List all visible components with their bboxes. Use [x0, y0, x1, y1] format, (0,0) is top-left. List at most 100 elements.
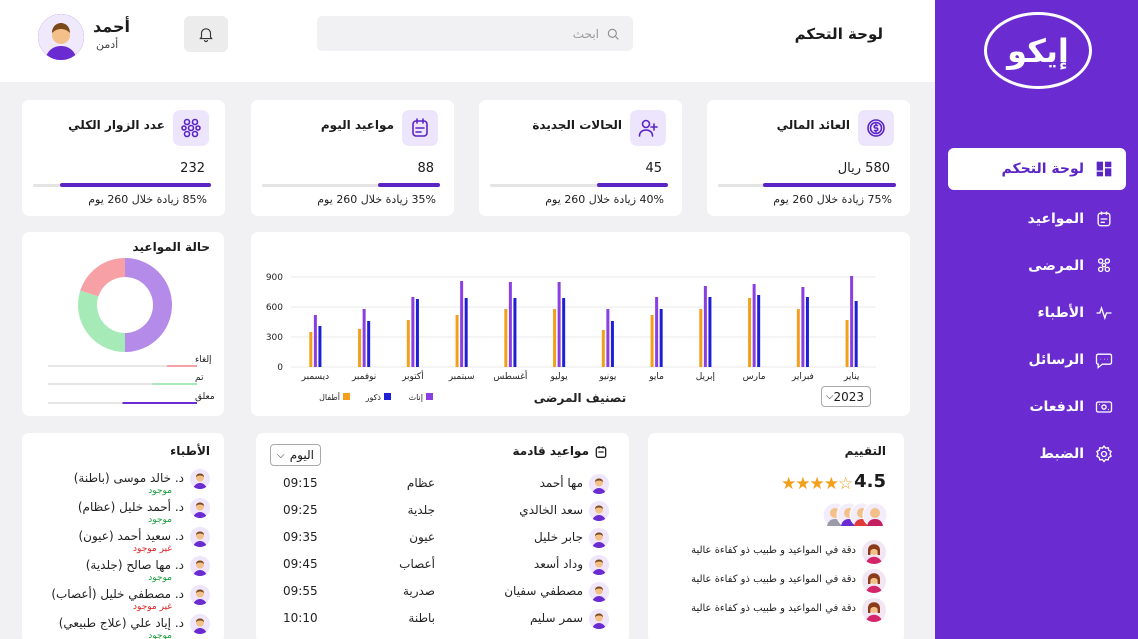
stat-progress: [262, 183, 440, 187]
bar-female: [655, 297, 659, 367]
patient-avatar: [589, 582, 609, 602]
doctor-name[interactable]: د. مصطفي خليل (أعصاب): [51, 587, 184, 601]
bar-female: [752, 284, 756, 367]
x-tick-label: مايو: [648, 372, 664, 382]
appointment-patient[interactable]: سمر سليم: [529, 611, 583, 625]
patient-avatar: [589, 555, 609, 575]
appointment-patient[interactable]: وداد أسعد: [533, 557, 583, 571]
appointment-patient[interactable]: جابر خليل: [534, 530, 583, 544]
sidebar-item-label: المواعيد: [1027, 211, 1084, 227]
chevron-down-icon: ⌵: [277, 449, 285, 461]
bar-children: [748, 298, 752, 367]
page-title: لوحة التحكم: [794, 25, 883, 43]
appointment-status-donut: إلغاء تم معلق: [48, 258, 215, 404]
y-tick-label: 900: [266, 273, 283, 283]
bar-female: [850, 276, 854, 367]
rating-stars: ★★★★☆: [781, 474, 853, 494]
appointment-patient[interactable]: سعد الخالدي: [519, 503, 583, 517]
sidebar-item-label: الضبط: [1039, 446, 1084, 462]
bar-children: [504, 309, 508, 367]
legend-swatch: [384, 393, 391, 400]
doctor-avatar: [190, 556, 210, 576]
sidebar-item-doctors[interactable]: الأطباء: [948, 292, 1126, 334]
x-tick-label: إبريل: [696, 372, 715, 382]
bar-male: [562, 298, 566, 367]
x-tick-label: أغسطس: [493, 370, 527, 382]
visitors-icon: [173, 110, 209, 146]
appointment-time: 10:10: [283, 611, 318, 625]
bar-female: [460, 281, 464, 367]
doctor-status: غير موجود: [133, 544, 172, 554]
app-logo[interactable]: إيكو: [984, 12, 1092, 89]
bar-male: [367, 321, 371, 367]
stat-card-today-appointments: مواعيد اليوم 88 35% زيادة خلال 260 يوم: [251, 100, 454, 216]
sidebar-item-settings[interactable]: الضبط: [948, 433, 1126, 475]
donut-slice: [77, 290, 125, 352]
appointment-patient[interactable]: مصطفي سفيان: [504, 584, 583, 598]
doctor-name[interactable]: د. خالد موسى (باطنة): [73, 471, 184, 485]
x-tick-label: ديسمبر: [301, 372, 329, 382]
doctor-name[interactable]: د. إياد علي (علاج طبيعي): [58, 616, 184, 630]
appointment-time: 09:35: [283, 530, 318, 544]
star-filled-icon: ★: [823, 474, 839, 494]
donut-slice: [125, 258, 172, 352]
appointment-patient[interactable]: مها أحمد: [539, 476, 583, 490]
bar-male: [318, 326, 322, 367]
appointment-department: أعصاب: [399, 557, 435, 571]
patient-avatar: [589, 609, 609, 629]
bar-children: [796, 309, 800, 367]
filter-select-value: اليوم: [289, 448, 314, 462]
sidebar-item-label: الأطباء: [1037, 305, 1084, 321]
appointment-status-card: حالة المواعيد إلغاء تم معلق: [22, 232, 224, 416]
rating-card: التقييم 4.5 ★★★★☆ دقة في المواعيد و طبيب…: [648, 433, 904, 639]
reviewer-avatar: [862, 540, 886, 564]
sidebar-item-label: الرسائل: [1028, 352, 1084, 368]
stat-progress: [718, 183, 896, 187]
reviewer-avatars-group: [822, 502, 888, 528]
stat-progress: [490, 183, 668, 187]
user-role: أدمن: [96, 38, 119, 51]
sidebar-item-payments[interactable]: الدفعات: [948, 386, 1126, 428]
search-input[interactable]: ابحث: [317, 16, 633, 51]
appointment-time: 09:15: [283, 476, 318, 490]
patients-bar-chart: 0 300 600 900 يناير فبراير مارس إبريل مايو يونيو ي…: [266, 273, 876, 405]
user-name: أحمد: [93, 17, 130, 36]
doctor-avatar: [190, 585, 210, 605]
sidebar-item-patients[interactable]: المرضى: [948, 245, 1126, 287]
bar-male: [659, 309, 663, 367]
stat-value: 45: [645, 161, 662, 176]
year-select[interactable]: 2023 ⌵: [821, 386, 871, 407]
appointments-filter-select[interactable]: اليوم ⌵: [270, 444, 321, 466]
donut-legend-label: إلغاء: [195, 355, 212, 365]
bar-female: [313, 315, 317, 367]
stat-title: العائد المالي: [776, 118, 850, 132]
message-icon: [1095, 353, 1113, 369]
donut-slice: [80, 258, 125, 297]
sidebar-item-messages[interactable]: الرسائل: [948, 339, 1126, 381]
stat-card-new-cases: الحالات الجديدة 45 40% زيادة خلال 260 يو…: [479, 100, 682, 216]
user-avatar[interactable]: [38, 14, 84, 60]
appointment-time: 09:25: [283, 503, 318, 517]
sidebar-item-appointments[interactable]: المواعيد: [948, 198, 1126, 240]
bar-children: [650, 315, 654, 367]
sidebar-item-dashboard[interactable]: لوحة التحكم: [948, 148, 1126, 190]
doctor-name[interactable]: د. أحمد خليل (عظام): [77, 500, 184, 514]
doctor-name[interactable]: د. مها صالح (جلدية): [85, 558, 184, 572]
bar-male: [757, 295, 761, 367]
sidebar-item-label: لوحة التحكم: [1001, 161, 1084, 177]
stat-value: 88: [417, 161, 434, 176]
notifications-button[interactable]: [184, 16, 228, 52]
year-select-value: 2023: [833, 389, 864, 404]
appointment-time: 09:55: [283, 584, 318, 598]
rating-value: 4.5: [854, 471, 886, 492]
search-icon: [607, 28, 619, 40]
payment-icon: [1095, 401, 1113, 413]
bar-male: [854, 301, 858, 367]
stat-note: 85% زيادة خلال 260 يوم: [88, 193, 207, 206]
x-tick-label: يوليو: [549, 372, 568, 382]
stat-progress-fill: [59, 183, 211, 187]
reviewer-avatar: [862, 569, 886, 593]
upcoming-appointments-title: مواعيد قادمة: [512, 444, 590, 458]
sidebar: إيكو لوحة التحكم المواعيد المرضى الأطباء…: [935, 0, 1138, 639]
doctor-name[interactable]: د. سعيد أحمد (عيون): [78, 529, 184, 543]
